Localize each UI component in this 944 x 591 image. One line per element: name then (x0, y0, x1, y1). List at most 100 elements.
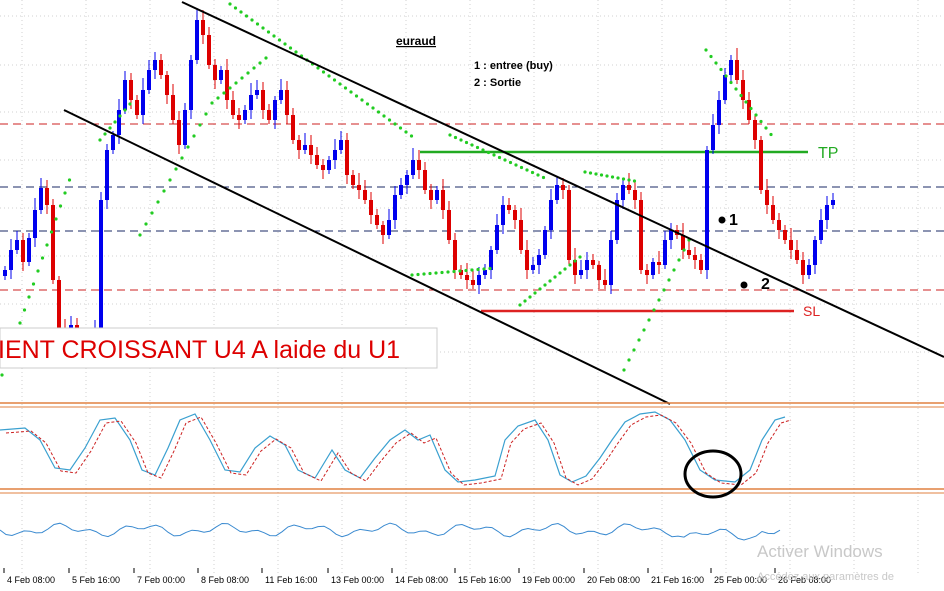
candle-body (375, 215, 379, 225)
candle-body (705, 150, 709, 270)
x-axis-ticks: 4 Feb 08:00 5 Feb 16:00 7 Feb 00:00 8 Feb 0… (3, 568, 831, 585)
sar-dot (525, 168, 529, 172)
sar-dot (58, 204, 63, 208)
sar-dot (578, 255, 582, 259)
sar-dot (371, 106, 375, 110)
candle-body (189, 60, 193, 110)
sar-dot (49, 230, 54, 234)
candle-body (609, 240, 613, 285)
sar-dot (536, 173, 540, 177)
sar-dot (528, 295, 532, 299)
sar-dot (434, 271, 438, 275)
x-tick-label: 13 Feb 00:00 (331, 575, 384, 585)
sar-dot (266, 30, 271, 34)
candle-body (333, 150, 337, 160)
sar-dot (332, 78, 337, 82)
channel-upper-line (181, 1, 944, 358)
candle-body (831, 200, 835, 205)
candle-body (447, 210, 451, 240)
candle-body (225, 70, 229, 100)
sar-dot (244, 14, 249, 18)
candle-body (9, 250, 13, 270)
candle-body (21, 240, 25, 262)
candle-body (693, 255, 697, 260)
candle-body (153, 60, 157, 70)
sar-dot (769, 132, 773, 137)
candle-body (573, 260, 577, 275)
x-tick-label: 25 Feb 00:00 (714, 575, 767, 585)
candle-body (357, 185, 361, 190)
sar-dot (321, 70, 326, 74)
sar-dot (488, 266, 492, 271)
candle-body (135, 100, 139, 115)
candle-body (177, 120, 181, 145)
candle-body (507, 205, 511, 210)
sar-dot (382, 114, 386, 118)
sar-dot (258, 61, 262, 65)
candle-body (219, 70, 223, 80)
candle-body (321, 165, 325, 170)
sar-dot (677, 258, 681, 262)
sar-dot (652, 308, 656, 312)
candle-body (267, 110, 271, 120)
candle-body (243, 110, 247, 120)
sar-dot (233, 6, 238, 10)
sar-dot (446, 270, 450, 274)
candle-body (459, 270, 463, 275)
x-tick-label: 19 Feb 00:00 (522, 575, 575, 585)
sar-dot (204, 112, 208, 116)
candle-body (429, 190, 433, 200)
candle-body (195, 20, 199, 60)
candle-body (657, 262, 661, 265)
candle-body (213, 65, 217, 80)
candle-body (747, 100, 751, 120)
legend-entry: 1 : entree (buy) (474, 60, 553, 72)
candle-body (399, 185, 403, 195)
sar-dot (714, 61, 718, 65)
sar-dot (541, 175, 546, 180)
candle-body (729, 60, 733, 75)
candle-body (543, 230, 547, 255)
candle-body (645, 270, 649, 275)
sar-dot (272, 34, 276, 38)
sar-dot (573, 259, 577, 263)
sar-dot (533, 291, 537, 295)
lower-indicator-panel (0, 522, 781, 541)
stoch-main-line (0, 411, 786, 483)
candle-body (387, 220, 391, 235)
candle-body (477, 275, 481, 285)
candle-body (237, 115, 241, 120)
marker-2-label: 2 (761, 276, 770, 293)
sar-dot (239, 10, 243, 14)
sar-dot (0, 373, 4, 377)
sar-dot (632, 348, 636, 352)
sar-dot (749, 106, 753, 111)
channel-lower-line (63, 109, 671, 405)
banner-box (0, 327, 438, 369)
candle-body (285, 90, 289, 115)
candle-body (669, 230, 673, 240)
sar-dot (739, 93, 743, 98)
candle-body (567, 190, 571, 260)
sar-dot (594, 172, 598, 176)
candle-body (789, 240, 793, 250)
candle-body (231, 100, 235, 115)
candle-body (261, 90, 265, 110)
candle-body (111, 135, 115, 150)
sar-dot (476, 267, 480, 272)
candle-body (393, 195, 397, 220)
candle-body (99, 200, 103, 330)
candle-body (525, 250, 529, 270)
sar-dot (174, 167, 178, 171)
candle-body (513, 210, 517, 220)
sar-dot (228, 2, 232, 6)
marker-1-label: 1 (729, 212, 738, 229)
candle-body (549, 200, 553, 230)
sar-dot (288, 46, 293, 50)
marker-2-dot (740, 281, 748, 289)
sar-dot (637, 338, 641, 342)
candle-body (555, 185, 559, 200)
candle-body (441, 190, 445, 210)
sar-dot (622, 368, 626, 372)
candle-body (711, 125, 715, 150)
